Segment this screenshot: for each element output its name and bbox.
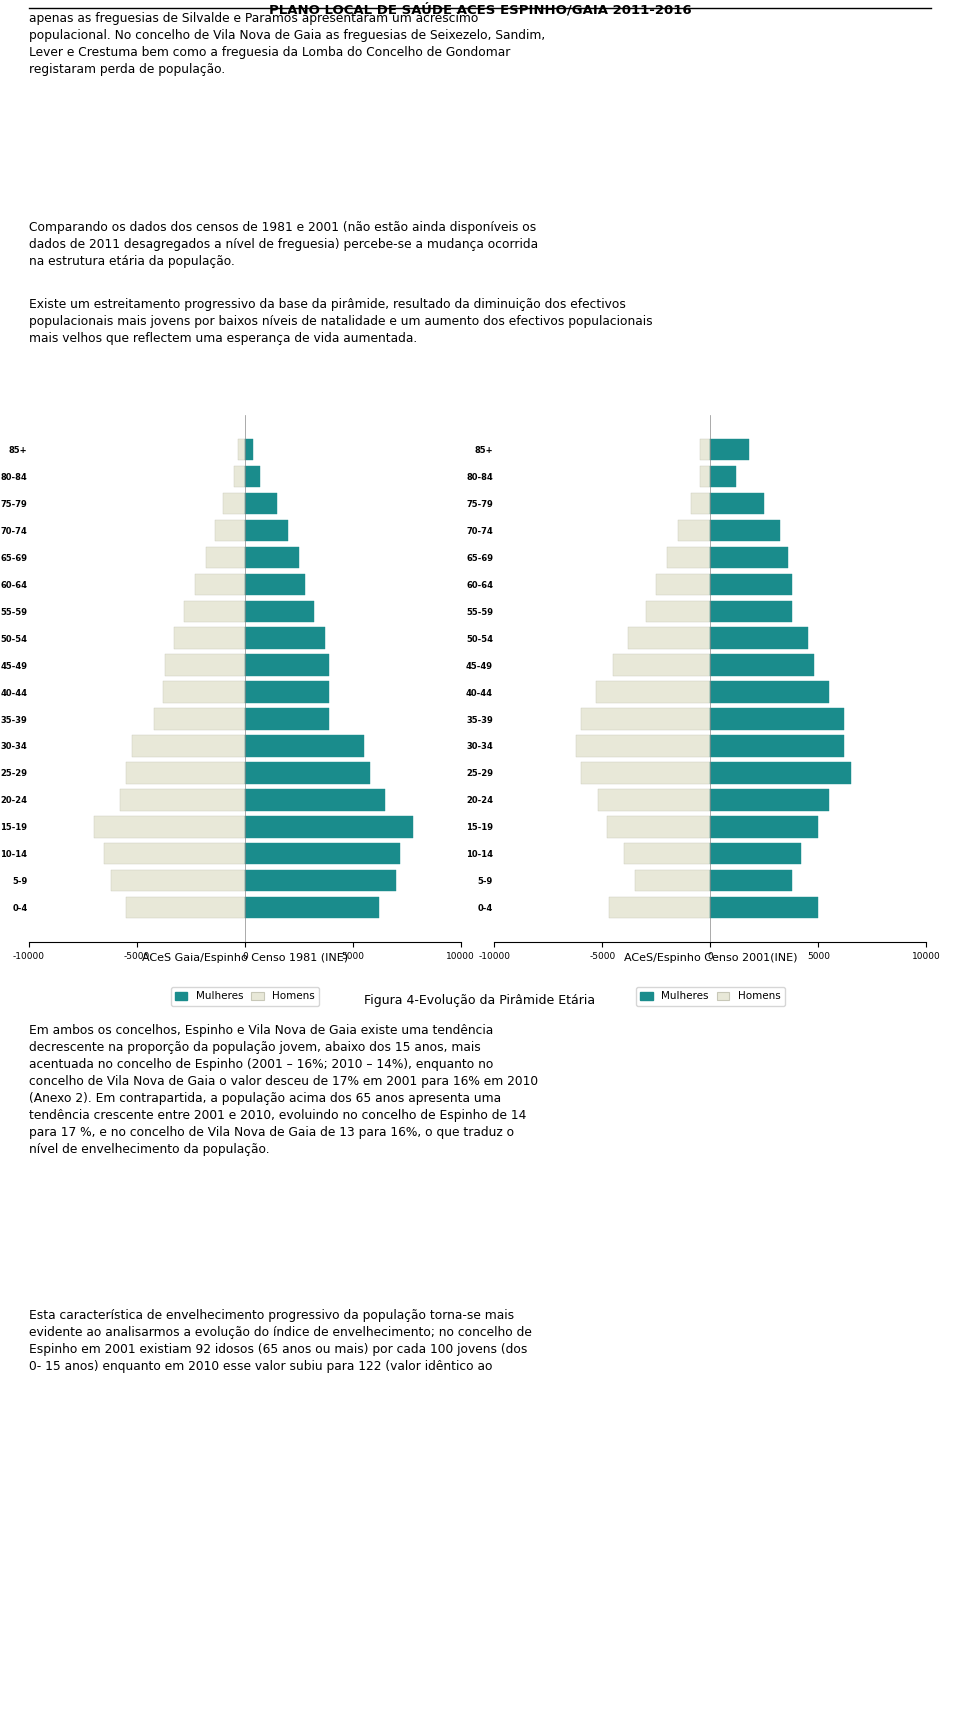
Bar [245, 788, 385, 811]
Text: Figura 4-Evolução da Pirâmide Etária: Figura 4-Evolução da Pirâmide Etária [365, 994, 595, 1008]
Bar [105, 844, 245, 864]
Bar [205, 546, 245, 569]
Bar [646, 600, 710, 622]
Text: PLANO LOCAL DE SAÚDE ACES ESPINHO/GAIA 2011-2016: PLANO LOCAL DE SAÚDE ACES ESPINHO/GAIA 2… [269, 3, 691, 16]
Bar [710, 735, 845, 757]
Bar [165, 654, 245, 676]
Bar [710, 465, 736, 488]
Bar [93, 816, 245, 837]
Legend: Mulheres, Homens: Mulheres, Homens [171, 987, 319, 1006]
Bar [214, 520, 245, 541]
Bar [613, 654, 710, 676]
Bar [710, 574, 793, 595]
Bar [691, 493, 710, 514]
Bar [710, 897, 818, 918]
Bar [581, 709, 710, 730]
Bar [238, 439, 245, 460]
Bar [710, 628, 807, 648]
Bar [110, 870, 245, 892]
Bar [710, 816, 818, 837]
Bar [710, 681, 829, 704]
Bar [629, 628, 710, 648]
Bar [245, 493, 277, 514]
Bar [245, 654, 329, 676]
Bar [245, 897, 378, 918]
Bar [126, 897, 245, 918]
Bar [245, 628, 324, 648]
Bar [245, 735, 364, 757]
Bar [596, 681, 710, 704]
Bar [195, 574, 245, 595]
Bar [624, 844, 710, 864]
Text: Em ambos os concelhos, Espinho e Vila Nova de Gaia existe uma tendência
decresce: Em ambos os concelhos, Espinho e Vila No… [29, 1024, 538, 1155]
Bar [245, 520, 288, 541]
Bar [710, 870, 793, 892]
Text: ACeS Gaia/Espinho Censo 1981 (INE): ACeS Gaia/Espinho Censo 1981 (INE) [142, 953, 348, 963]
Legend: Mulheres, Homens: Mulheres, Homens [636, 987, 784, 1006]
Bar [132, 735, 245, 757]
Bar [710, 788, 829, 811]
Bar [710, 762, 851, 783]
Bar [710, 654, 814, 676]
Bar [710, 709, 845, 730]
Text: apenas as freguesias de Silvalde e Paramos apresentaram um acréscimo
populaciona: apenas as freguesias de Silvalde e Param… [29, 12, 545, 76]
Bar [635, 870, 710, 892]
Bar [126, 762, 245, 783]
Bar [667, 546, 710, 569]
Bar [245, 465, 260, 488]
Bar [184, 600, 245, 622]
Bar [710, 546, 788, 569]
Bar [710, 844, 802, 864]
Bar [234, 465, 245, 488]
Bar [245, 844, 400, 864]
Bar [162, 681, 245, 704]
Text: ACeS/Espinho Censo 2001(INE): ACeS/Espinho Censo 2001(INE) [624, 953, 797, 963]
Bar [700, 465, 710, 488]
Bar [245, 600, 314, 622]
Bar [678, 520, 710, 541]
Bar [607, 816, 710, 837]
Bar [119, 788, 245, 811]
Bar [245, 574, 305, 595]
Bar [245, 439, 253, 460]
Bar [154, 709, 245, 730]
Bar [581, 762, 710, 783]
Bar [657, 574, 710, 595]
Bar [245, 870, 396, 892]
Bar [710, 439, 750, 460]
Bar [223, 493, 245, 514]
Bar [245, 681, 329, 704]
Bar [245, 762, 370, 783]
Bar [245, 709, 329, 730]
Bar [245, 546, 299, 569]
Bar [598, 788, 710, 811]
Bar [710, 600, 793, 622]
Text: Comparando os dados dos censos de 1981 e 2001 (não estão ainda disponíveis os
da: Comparando os dados dos censos de 1981 e… [29, 221, 538, 268]
Text: Existe um estreitamento progressivo da base da pirâmide, resultado da diminuição: Existe um estreitamento progressivo da b… [29, 299, 653, 346]
Bar [609, 897, 710, 918]
Bar [700, 439, 710, 460]
Bar [174, 628, 245, 648]
Bar [710, 520, 780, 541]
Bar [245, 816, 413, 837]
Text: Esta característica de envelhecimento progressivo da população torna-se mais
evi: Esta característica de envelhecimento pr… [29, 1309, 532, 1373]
Bar [576, 735, 710, 757]
Bar [710, 493, 764, 514]
